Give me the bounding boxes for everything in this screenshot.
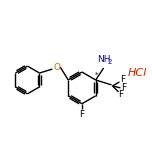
Text: F: F bbox=[121, 83, 126, 92]
Text: F: F bbox=[120, 75, 125, 85]
Text: NH: NH bbox=[97, 55, 110, 64]
Text: O: O bbox=[54, 63, 61, 72]
Text: *: * bbox=[95, 72, 98, 78]
Text: F: F bbox=[118, 90, 123, 99]
Text: 2: 2 bbox=[107, 59, 112, 65]
Text: HCl: HCl bbox=[128, 68, 147, 78]
Text: F: F bbox=[79, 110, 85, 119]
